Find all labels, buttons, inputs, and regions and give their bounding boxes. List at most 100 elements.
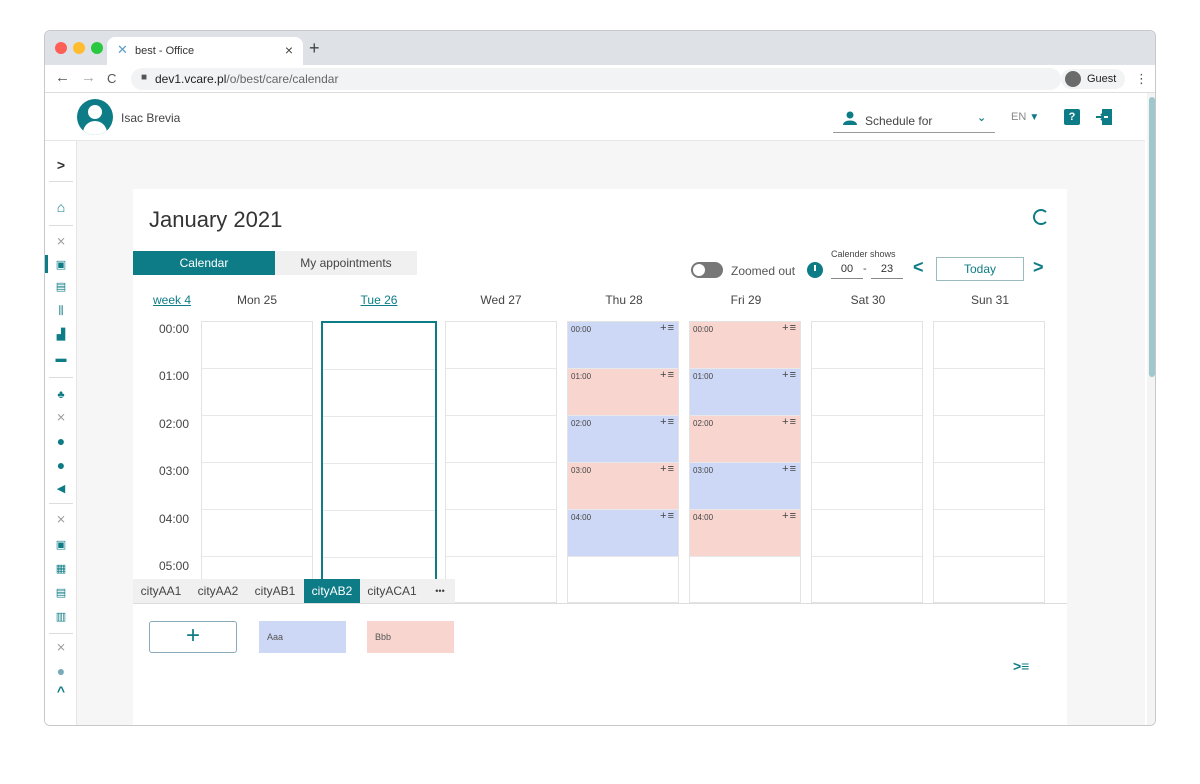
hour-gridline [446,462,556,463]
day-column-fri[interactable]: 00:00 +≡ 01:00 +≡ 02:00 +≡ 03:00 +≡ 04:00 +≡ [689,321,801,603]
legend-item-bbb[interactable]: Bbb [367,621,454,653]
event-block[interactable]: 02:00 +≡ [568,416,678,462]
user-edit-icon[interactable]: ● [56,457,66,473]
logout-icon[interactable] [1095,108,1113,126]
clock-icon[interactable]: ● [56,663,66,679]
day-column-mon[interactable] [201,321,313,603]
collapse-section-icon[interactable]: ⨯ [55,512,67,526]
user-icon[interactable]: ● [56,433,66,449]
event-actions[interactable]: +≡ [782,322,797,334]
event-actions[interactable]: +≡ [782,416,797,428]
bar-chart-icon[interactable]: ▟ [56,329,66,341]
calendar-settings-icon[interactable]: ▤ [55,281,67,293]
url-field[interactable]: ■ dev1.vcare.pl/o/best/care/calendar [131,68,1061,90]
event-actions[interactable]: +≡ [782,510,797,522]
list-toggle-icon[interactable]: >≡ [1013,658,1030,674]
more-cities-button[interactable]: ••• [435,586,445,596]
close-window-button[interactable] [55,42,67,54]
day-header-thu[interactable]: Thu 28 [605,293,643,307]
event-actions[interactable]: +≡ [660,510,675,522]
tab-close-icon[interactable]: × [284,42,293,58]
city-tab-active[interactable]: cityAB2 [304,579,360,603]
hour-gridline [690,415,800,416]
help-button[interactable]: ? [1064,109,1080,125]
reload-button[interactable]: C [107,71,117,86]
browser-menu-icon[interactable]: ⋮ [1135,71,1148,86]
hours-from-input[interactable]: 00 [831,261,863,279]
profile-button[interactable]: Guest [1061,69,1125,89]
event-block[interactable]: 03:00 +≡ [568,463,678,509]
event-actions[interactable]: +≡ [660,369,675,381]
hours-to-input[interactable]: 23 [871,261,903,279]
forward-button[interactable]: → [81,69,96,86]
home-icon[interactable]: ⌂ [56,199,66,215]
day-header-tue[interactable]: Tue 26 [360,293,398,307]
hour-gridline [812,415,922,416]
browser-tab[interactable]: ✕ best - Office × [107,37,303,65]
day-header-wed[interactable]: Wed 27 [480,293,522,307]
next-week-button[interactable]: > [1033,257,1044,277]
event-block[interactable]: 04:00 +≡ [568,510,678,556]
today-button[interactable]: Today [936,257,1024,281]
tab-my-appointments[interactable]: My appointments [275,251,417,275]
collapse-section-icon[interactable]: ⨯ [55,640,67,654]
hour-gridline [446,509,556,510]
user-avatar[interactable] [77,99,113,135]
event-block[interactable]: 00:00 +≡ [690,322,800,368]
maximize-window-button[interactable] [91,42,103,54]
scrollbar-thumb[interactable] [1149,97,1155,377]
org-structure-icon[interactable]: ♣ [57,389,65,401]
event-actions[interactable]: +≡ [660,322,675,334]
new-tab-button[interactable]: + [309,38,320,58]
day-header-fri[interactable]: Fri 29 [730,293,762,307]
city-tab[interactable]: cityAB1 [254,584,296,598]
message-icon[interactable]: ▬ [55,353,67,365]
calendar-settings-icon[interactable]: ▤ [55,587,67,599]
event-actions[interactable]: +≡ [782,463,797,475]
language-select[interactable]: EN ▼ [1011,111,1039,123]
day-column-tue[interactable] [321,321,437,603]
calendar-shows-label: Calender shows [831,249,896,259]
day-column-thu[interactable]: 00:00 +≡ 01:00 +≡ 02:00 +≡ 03:00 +≡ 04:00 +≡ [567,321,679,603]
week-number-link[interactable]: week 4 [153,293,192,307]
calendar-day-icon[interactable]: ▣ [55,539,67,551]
day-header-mon[interactable]: Mon 25 [236,293,278,307]
city-tab[interactable]: cityAA1 [140,584,182,598]
day-column-wed[interactable] [445,321,557,603]
page-scrollbar[interactable] [1147,93,1155,725]
event-time: 02:00 [693,419,714,428]
document-icon[interactable]: ▥ [55,611,67,623]
minimize-window-button[interactable] [73,42,85,54]
event-block[interactable]: 01:00 +≡ [690,369,800,415]
calendar-icon[interactable]: ▣ [55,259,67,271]
prev-week-button[interactable]: < [913,257,924,277]
event-block[interactable]: 00:00 +≡ [568,322,678,368]
day-column-sat[interactable] [811,321,923,603]
refresh-icon[interactable] [1033,209,1049,225]
back-button[interactable]: ← [55,69,70,86]
event-block[interactable]: 01:00 +≡ [568,369,678,415]
legend-item-aaa[interactable]: Aaa [259,621,346,653]
collapse-section-icon[interactable]: ⨯ [55,234,67,248]
event-block[interactable]: 04:00 +≡ [690,510,800,556]
zoom-toggle[interactable] [691,262,723,278]
city-tab[interactable]: cityAA2 [197,584,239,598]
day-column-sun[interactable] [933,321,1045,603]
collapse-section-icon[interactable]: ⨯ [55,410,67,424]
day-header-sat[interactable]: Sat 30 [850,293,886,307]
event-actions[interactable]: +≡ [782,369,797,381]
schedule-for-select[interactable]: Schedule for ⌄ [833,105,995,133]
city-tab[interactable]: cityACA1 [367,584,417,598]
sidebar-collapse-icon[interactable]: ^ [56,683,66,699]
sidebar-expand-icon[interactable]: > [56,157,66,173]
calendar-grid-icon[interactable]: ▦ [55,563,67,575]
event-block[interactable]: 02:00 +≡ [690,416,800,462]
team-icon[interactable]: ⫼ [58,305,64,317]
event-block[interactable]: 03:00 +≡ [690,463,800,509]
tab-calendar[interactable]: Calendar [133,251,275,275]
add-event-type-button[interactable]: + [149,621,237,653]
day-header-sun[interactable]: Sun 31 [970,293,1010,307]
event-actions[interactable]: +≡ [660,463,675,475]
event-actions[interactable]: +≡ [660,416,675,428]
megaphone-icon[interactable]: ◀ [56,483,66,495]
